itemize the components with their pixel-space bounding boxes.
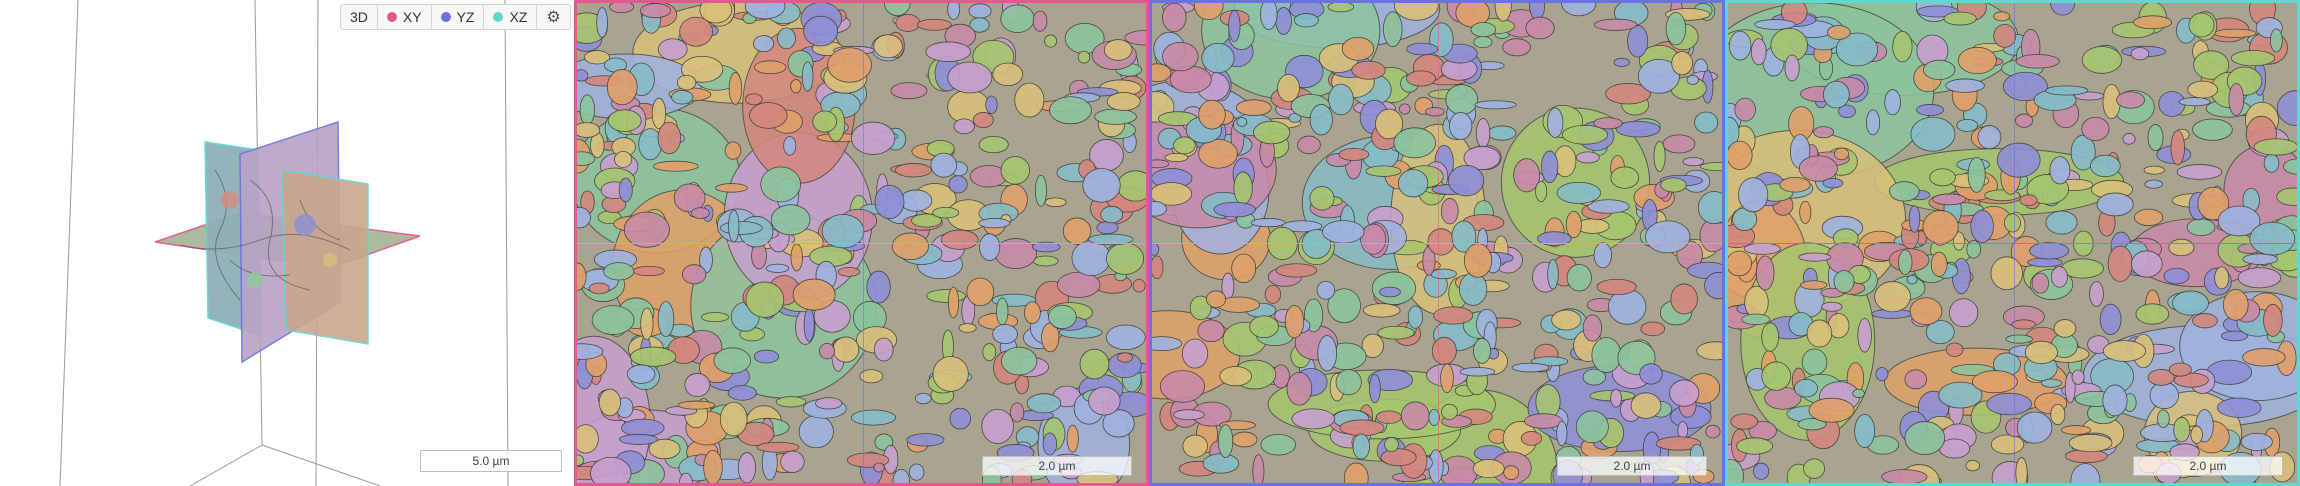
scale-bar-xy: 2.0 µm <box>982 456 1132 476</box>
xz-crosshair-horizontal <box>1728 243 2297 244</box>
xz-slice-panel[interactable]: 2.0 µm <box>1725 0 2300 486</box>
layout-yz-label: YZ <box>456 9 475 25</box>
yz-crosshair-vertical <box>1438 3 1439 483</box>
layout-xz-label: XZ <box>509 9 528 25</box>
layout-3d-button[interactable]: 3D <box>341 5 378 29</box>
layout-xz-button[interactable]: XZ <box>484 5 538 29</box>
xy-slice-panel[interactable]: 2.0 µm <box>574 0 1149 486</box>
scale-bar-xz-label: 2.0 µm <box>2189 458 2227 473</box>
xy-color-dot <box>386 12 397 22</box>
scale-bar-3d: 5.0 µm <box>420 450 562 472</box>
3d-view-panel[interactable]: 3D XY YZ XZ ⚙ 5.0 µm <box>0 0 574 486</box>
yz-crosshair-horizontal <box>1152 243 1722 244</box>
xz-crosshair-vertical <box>2014 3 2015 483</box>
layout-xy-label: XY <box>402 9 422 25</box>
3d-viewport[interactable] <box>0 0 574 486</box>
scale-bar-yz: 2.0 µm <box>1557 456 1707 476</box>
xz-color-dot <box>493 12 504 22</box>
scale-bar-xz: 2.0 µm <box>2133 456 2283 476</box>
yz-slice-panel[interactable]: 2.0 µm <box>1149 0 1725 486</box>
yz-color-dot <box>440 12 451 22</box>
layout-toolbar: 3D XY YZ XZ ⚙ <box>340 4 571 30</box>
layout-3d-label: 3D <box>350 9 368 25</box>
xy-crosshair-vertical <box>863 3 864 483</box>
scale-bar-xy-label: 2.0 µm <box>1038 458 1076 473</box>
scale-bar-3d-label: 5.0 µm <box>472 453 510 468</box>
gear-icon: ⚙ <box>546 9 561 26</box>
layout-yz-button[interactable]: YZ <box>432 5 485 29</box>
slice-planes <box>154 120 421 364</box>
settings-button[interactable]: ⚙ <box>537 5 569 29</box>
layout-xy-button[interactable]: XY <box>378 5 432 29</box>
xy-crosshair-horizontal <box>577 243 1146 244</box>
scale-bar-yz-label: 2.0 µm <box>1613 458 1651 473</box>
